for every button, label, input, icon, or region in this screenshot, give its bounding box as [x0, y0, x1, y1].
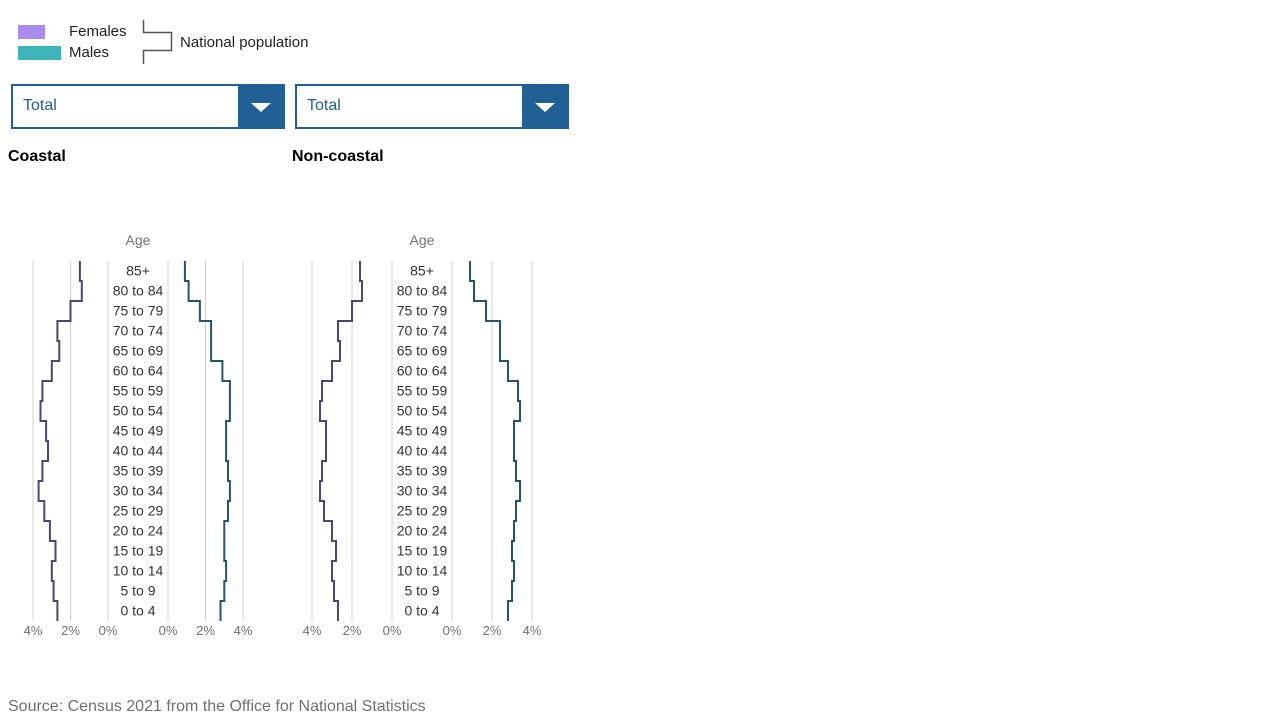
- non-coastal-age-label: 25 to 29: [397, 503, 448, 519]
- males-swatch: [18, 46, 61, 60]
- non-coastal-male-axis-tick: 0%: [443, 623, 462, 638]
- non-coastal-age-label: 80 to 84: [397, 283, 448, 299]
- coastal-age-label: 75 to 79: [113, 303, 164, 319]
- coastal-female-axis-tick: 2%: [61, 623, 80, 638]
- non-coastal-male-axis-tick: 2%: [483, 623, 502, 638]
- non-coastal-age-label: 45 to 49: [397, 423, 448, 439]
- non-coastal-age-label: 0 to 4: [404, 603, 439, 619]
- coastal-dropdown[interactable]: Total: [11, 84, 285, 129]
- non-coastal-age-label: 15 to 19: [397, 543, 448, 559]
- legend: Females Males National population: [18, 20, 338, 66]
- non-coastal-age-label: 65 to 69: [397, 343, 448, 359]
- non-coastal-age-label: 50 to 54: [397, 403, 448, 419]
- non-coastal-female-axis-tick: 2%: [343, 623, 362, 638]
- coastal-age-label: 35 to 39: [113, 463, 164, 479]
- coastal-age-label: 50 to 54: [113, 403, 164, 419]
- coastal-male-axis-tick: 0%: [159, 623, 178, 638]
- coastal-age-label: 30 to 34: [113, 483, 164, 499]
- non-coastal-males-national-line: [469, 261, 521, 621]
- coastal-age-label: 25 to 29: [113, 503, 164, 519]
- non-coastal-age-label: 75 to 79: [397, 303, 448, 319]
- coastal-male-axis-tick: 2%: [196, 623, 215, 638]
- coastal-age-label: 10 to 14: [113, 563, 164, 579]
- non-coastal-age-label: 5 to 9: [404, 583, 439, 599]
- males-legend-label: Males: [69, 44, 110, 61]
- coastal-age-label: 60 to 64: [113, 363, 164, 379]
- coastal-age-label: 70 to 74: [113, 323, 164, 339]
- coastal-age-axis-title: Age: [126, 232, 151, 248]
- non-coastal-dropdown-value: Total: [307, 97, 341, 114]
- females-legend-label: Females: [69, 23, 127, 40]
- coastal-dropdown-button[interactable]: [238, 86, 283, 127]
- non-coastal-age-label: 85+: [410, 263, 434, 279]
- population-pyramid-charts: 0% 0% 2% 2% 4% 4% Age 0 to 4 5 to 9 10 to 14 15 to…: [24, 232, 542, 638]
- non-coastal-chart-title: Non-coastal: [292, 148, 384, 165]
- coastal-males-national-line: [183, 261, 231, 621]
- coastal-male-axis-tick: 4%: [234, 623, 253, 638]
- coastal-age-label: 85+: [126, 263, 150, 279]
- national-population-legend-icon: [142, 20, 173, 64]
- coastal-age-label: 5 to 9: [120, 583, 155, 599]
- coastal-chart-title: Coastal: [8, 148, 66, 165]
- non-coastal-age-label: 30 to 34: [397, 483, 448, 499]
- coastal-age-label: 15 to 19: [113, 543, 164, 559]
- coastal-age-label: 80 to 84: [113, 283, 164, 299]
- non-coastal-dropdown-button[interactable]: [522, 86, 567, 127]
- source-note: Source: Census 2021 from the Office for …: [8, 698, 426, 715]
- non-coastal-age-label: 40 to 44: [397, 443, 448, 459]
- non-coastal-females-national-line: [319, 261, 363, 621]
- chevron-down-icon: [251, 103, 271, 112]
- non-coastal-dropdown[interactable]: Total: [295, 84, 569, 129]
- non-coastal-age-label: 20 to 24: [397, 523, 448, 539]
- coastal-age-label: 40 to 44: [113, 443, 164, 459]
- chevron-down-icon: [535, 103, 555, 112]
- coastal-females-national-line: [37, 261, 83, 621]
- females-swatch: [18, 25, 45, 39]
- coastal-dropdown-value: Total: [23, 97, 57, 114]
- coastal-age-label: 20 to 24: [113, 523, 164, 539]
- non-coastal-age-label: 10 to 14: [397, 563, 448, 579]
- non-coastal-age-label: 55 to 59: [397, 383, 448, 399]
- coastal-age-label: 0 to 4: [120, 603, 155, 619]
- coastal-age-label: 45 to 49: [113, 423, 164, 439]
- coastal-female-axis-tick: 4%: [24, 623, 43, 638]
- coastal-age-label: 65 to 69: [113, 343, 164, 359]
- coastal-age-label: 55 to 59: [113, 383, 164, 399]
- non-coastal-age-axis-title: Age: [410, 232, 435, 248]
- non-coastal-age-label: 35 to 39: [397, 463, 448, 479]
- national-population-legend-label: National population: [180, 34, 309, 51]
- non-coastal-age-label: 60 to 64: [397, 363, 448, 379]
- coastal-female-axis-tick: 0%: [99, 623, 118, 638]
- non-coastal-male-axis-tick: 4%: [523, 623, 542, 638]
- non-coastal-age-label: 70 to 74: [397, 323, 448, 339]
- non-coastal-female-axis-tick: 4%: [303, 623, 322, 638]
- non-coastal-female-axis-tick: 0%: [383, 623, 402, 638]
